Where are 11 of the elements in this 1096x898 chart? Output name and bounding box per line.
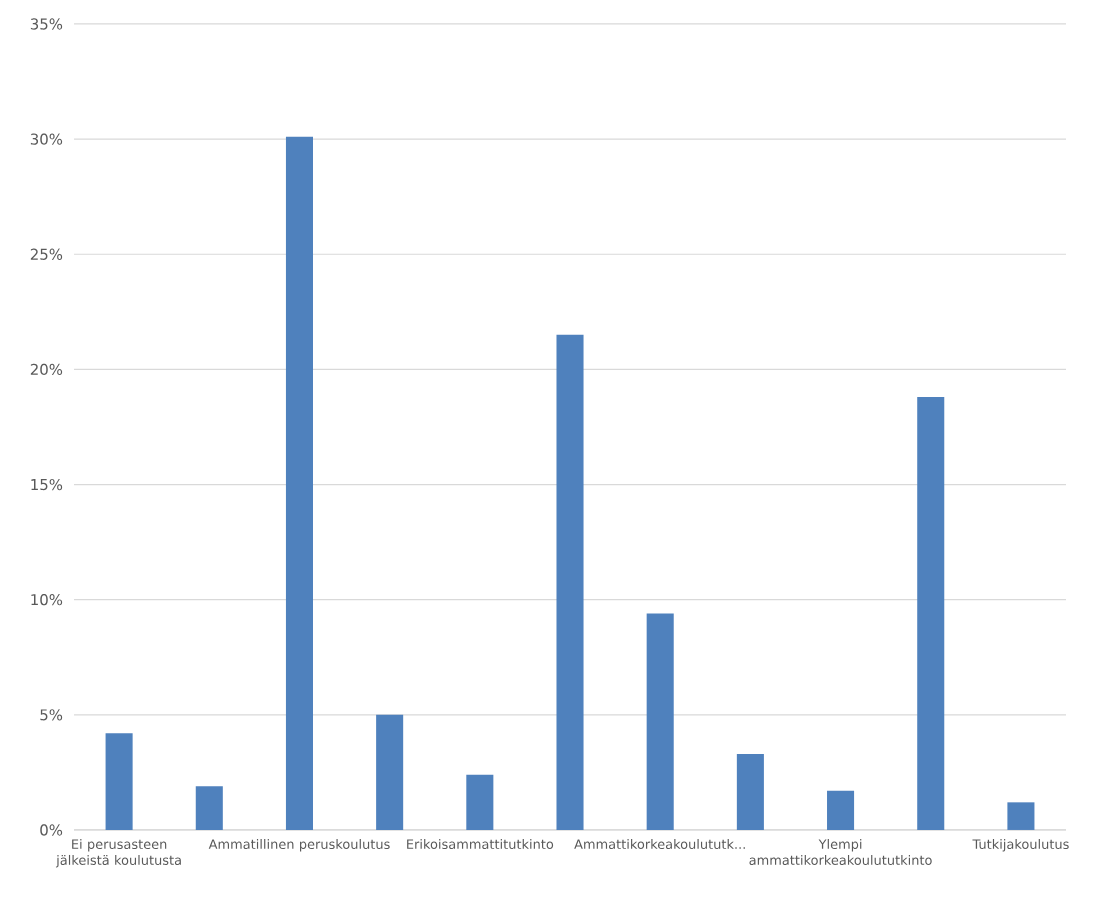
- bar: [736, 753, 764, 830]
- bar: [556, 334, 584, 830]
- bar: [466, 774, 494, 830]
- bar: [105, 733, 133, 830]
- bar: [646, 613, 674, 830]
- bar: [195, 786, 223, 830]
- bar: [285, 136, 313, 830]
- bar: [917, 397, 945, 830]
- bar: [827, 790, 855, 830]
- bar: [1007, 802, 1035, 830]
- bar: [376, 714, 404, 830]
